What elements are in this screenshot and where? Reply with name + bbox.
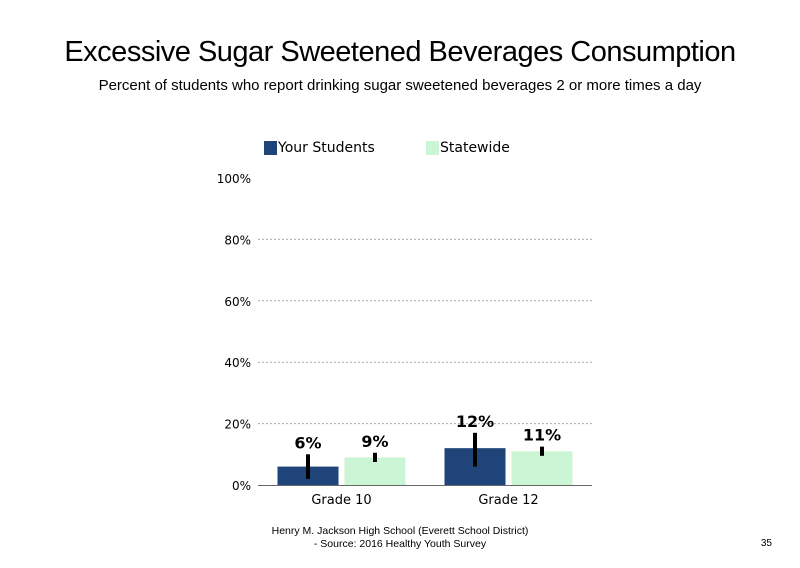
legend-label-your-students: Your Students <box>278 140 375 156</box>
x-category-label: Grade 10 <box>311 493 371 508</box>
legend-swatch-statewide <box>426 141 439 155</box>
legend-swatch-your-students <box>264 141 277 155</box>
x-category-label: Grade 12 <box>478 493 538 508</box>
footer-source-line: - Source: 2016 Healthy Youth Survey <box>313 538 487 550</box>
data-label: 12% <box>456 412 494 431</box>
y-tick-label: 40% <box>224 356 251 370</box>
footer-school: Henry M. Jackson High School (Everett Sc… <box>271 525 529 537</box>
y-tick-label: 60% <box>224 295 251 309</box>
chart-title: Excessive Sugar Sweetened Beverages Cons… <box>64 36 736 68</box>
footer-source: Henry M. Jackson High School (Everett Sc… <box>255 525 545 551</box>
y-tick-label: 100% <box>217 172 251 186</box>
data-label: 6% <box>294 433 321 452</box>
chart-subtitle: Percent of students who report drinking … <box>98 77 702 94</box>
y-tick-label: 80% <box>224 233 251 247</box>
legend-label-statewide: Statewide <box>440 140 510 156</box>
y-tick-label: 20% <box>224 418 251 432</box>
bar-statewide-grade-12 <box>511 451 573 485</box>
y-tick-label: 0% <box>232 479 251 493</box>
page-number: 35 <box>760 538 772 549</box>
data-label: 9% <box>361 432 388 451</box>
data-label: 11% <box>523 426 561 445</box>
